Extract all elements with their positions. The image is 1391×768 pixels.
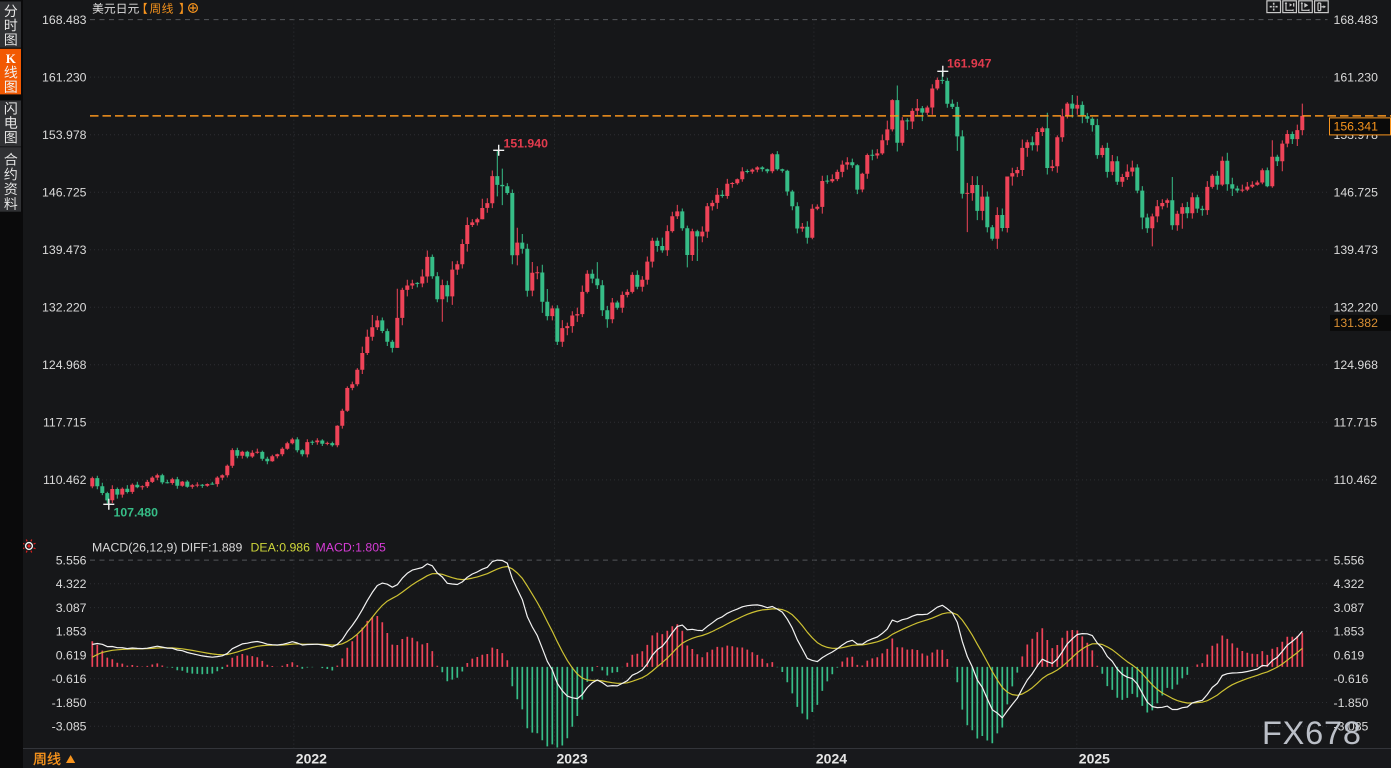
svg-text:139.473: 139.473 xyxy=(1334,243,1379,257)
svg-text:132.220: 132.220 xyxy=(1334,301,1379,315)
svg-text:MACD(26,12,9) DIFF:1.889: MACD(26,12,9) DIFF:1.889 xyxy=(92,541,243,555)
svg-text:5.556: 5.556 xyxy=(1334,553,1365,567)
svg-text:4.322: 4.322 xyxy=(1334,577,1365,591)
svg-text:131.382: 131.382 xyxy=(1334,316,1379,330)
svg-text:1.853: 1.853 xyxy=(56,625,87,639)
svg-text:146.725: 146.725 xyxy=(1334,186,1379,200)
svg-text:2024: 2024 xyxy=(816,751,847,767)
svg-text:156.341: 156.341 xyxy=(1334,120,1379,134)
svg-text:2023: 2023 xyxy=(557,751,588,767)
svg-text:3.087: 3.087 xyxy=(1334,601,1365,615)
svg-text:139.473: 139.473 xyxy=(42,243,87,257)
svg-text:0.619: 0.619 xyxy=(1334,648,1365,662)
svg-text:168.483: 168.483 xyxy=(1334,13,1379,27)
svg-text:-3.085: -3.085 xyxy=(52,720,87,734)
svg-text:0.619: 0.619 xyxy=(56,648,87,662)
svg-text:110.462: 110.462 xyxy=(43,473,87,487)
svg-text:DEA:0.986: DEA:0.986 xyxy=(251,541,311,555)
svg-text:3.087: 3.087 xyxy=(56,601,87,615)
svg-text:-0.616: -0.616 xyxy=(52,672,87,686)
svg-text:161.230: 161.230 xyxy=(1334,70,1379,84)
svg-text:2025: 2025 xyxy=(1079,751,1110,767)
svg-text:107.480: 107.480 xyxy=(114,506,159,520)
svg-text:168.483: 168.483 xyxy=(42,13,87,27)
svg-text:161.947: 161.947 xyxy=(947,57,992,71)
svg-text:161.230: 161.230 xyxy=(42,70,87,84)
svg-text:-1.850: -1.850 xyxy=(1334,696,1369,710)
svg-text:110.462: 110.462 xyxy=(1334,473,1378,487)
svg-text:132.220: 132.220 xyxy=(42,301,87,315)
svg-text:117.715: 117.715 xyxy=(43,416,87,430)
svg-text:2022: 2022 xyxy=(296,751,327,767)
svg-text:5.556: 5.556 xyxy=(56,553,87,567)
svg-text:153.978: 153.978 xyxy=(42,128,87,142)
svg-text:117.715: 117.715 xyxy=(1334,416,1378,430)
svg-text:FX678: FX678 xyxy=(1262,715,1362,751)
svg-text:4.322: 4.322 xyxy=(56,577,87,591)
svg-text:1.853: 1.853 xyxy=(1334,625,1365,639)
svg-text:151.940: 151.940 xyxy=(504,137,549,151)
svg-text:124.968: 124.968 xyxy=(1334,358,1379,372)
svg-text:MACD:1.805: MACD:1.805 xyxy=(316,541,387,555)
svg-text:124.968: 124.968 xyxy=(42,358,87,372)
svg-text:146.725: 146.725 xyxy=(42,186,87,200)
svg-text:-1.850: -1.850 xyxy=(52,696,87,710)
svg-text:-0.616: -0.616 xyxy=(1334,672,1369,686)
svg-text:K: K xyxy=(6,51,17,66)
svg-text:-3.085: -3.085 xyxy=(1334,720,1369,734)
